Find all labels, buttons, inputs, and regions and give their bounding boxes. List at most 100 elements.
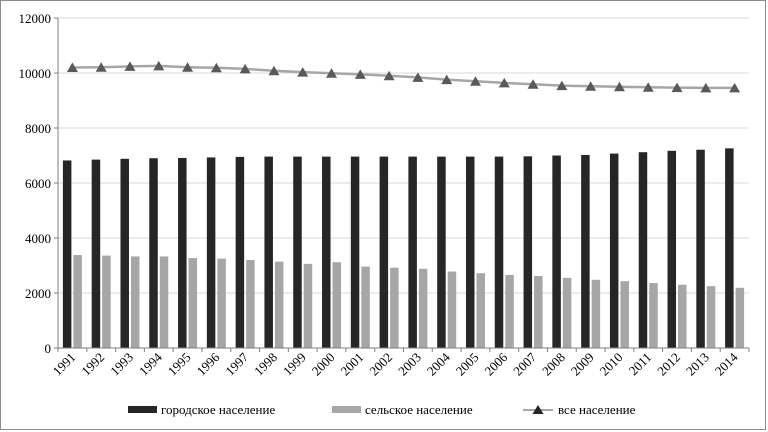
total-point [700, 82, 712, 93]
bar-urban [149, 158, 158, 348]
x-tick-label: 2007 [510, 349, 539, 378]
total-point [182, 62, 194, 72]
bar-urban [609, 153, 619, 348]
total-point [210, 62, 222, 73]
bar-urban [408, 156, 417, 348]
bar-urban [437, 156, 446, 348]
total-point [498, 77, 510, 88]
x-tick-label: 1997 [222, 349, 251, 378]
bar-urban [206, 157, 216, 348]
bar-rural [706, 286, 716, 348]
x-tick-label: 1999 [280, 350, 309, 379]
bar-urban [235, 156, 245, 348]
bar-urban [494, 156, 504, 348]
x-tick-label: 1995 [165, 350, 194, 379]
x-tick-label: 2002 [366, 350, 395, 379]
x-tick-label: 1996 [193, 349, 222, 378]
bar-urban [667, 150, 677, 348]
total-point [297, 67, 309, 77]
bar-urban [322, 156, 331, 348]
bar-rural [361, 266, 370, 348]
total-point [326, 68, 338, 78]
total-point [585, 81, 597, 91]
bar-urban [178, 157, 187, 348]
legend-label-urban: городское население [161, 402, 275, 417]
bar-rural [159, 256, 169, 348]
bar-urban [523, 156, 533, 348]
total-point [642, 82, 654, 92]
x-tick-label: 2000 [309, 350, 338, 379]
x-tick-label: 2013 [683, 350, 712, 379]
bar-rural [562, 277, 572, 348]
total-point [613, 81, 625, 92]
total-series-line [72, 64, 735, 90]
x-tick-label: 2008 [539, 350, 568, 379]
bar-rural [332, 262, 342, 348]
y-tick-label: 2000 [25, 286, 51, 301]
bar-rural [447, 271, 457, 348]
bar-urban [638, 152, 648, 348]
x-tick-label: 2010 [597, 350, 626, 379]
x-tick-label: 2003 [395, 350, 424, 379]
bar-urban [581, 154, 590, 348]
total-point [95, 62, 107, 72]
bars [62, 148, 745, 348]
gridlines [58, 17, 749, 349]
bar-urban [293, 156, 302, 348]
y-tick-label: 10000 [19, 66, 52, 81]
x-tick-label: 2004 [424, 349, 453, 378]
bar-rural [188, 258, 198, 348]
y-tick-label: 12000 [19, 11, 52, 26]
bar-urban [552, 155, 561, 348]
legend-swatch-urban [128, 406, 157, 413]
bar-rural [102, 255, 111, 348]
total-point [268, 65, 280, 76]
total-line [66, 60, 741, 93]
total-point [671, 82, 683, 93]
bar-rural [649, 283, 658, 348]
bar-urban [62, 160, 72, 348]
y-axis: 0 2000 4000 6000 8000 10000 12000 [19, 11, 59, 356]
total-point [556, 80, 568, 91]
total-point [527, 79, 539, 89]
bar-urban [264, 156, 273, 348]
total-point [124, 61, 136, 71]
total-point [412, 72, 424, 82]
bar-rural [390, 267, 399, 348]
y-tick-label: 0 [45, 341, 52, 356]
bar-rural [591, 279, 601, 348]
y-tick-label: 4000 [25, 231, 51, 246]
bar-rural [303, 263, 313, 348]
x-tick-label: 2012 [654, 350, 683, 379]
total-point [354, 69, 366, 79]
x-tick-label: 1992 [78, 350, 107, 379]
x-tick-label: 1993 [107, 350, 136, 379]
legend: городское население сельское население в… [128, 402, 636, 417]
bar-rural [130, 256, 140, 348]
bar-rural [418, 268, 428, 348]
bar-rural [505, 274, 514, 348]
bar-urban [120, 158, 129, 348]
total-point [729, 82, 741, 93]
legend-label-rural: сельское население [365, 402, 473, 417]
bar-urban [379, 156, 389, 348]
y-tick-label: 6000 [25, 176, 51, 191]
x-tick-label: 2011 [626, 350, 655, 379]
legend-swatch-rural [332, 406, 361, 413]
x-tick-label: 2009 [568, 350, 597, 379]
x-tick-label: 2001 [337, 350, 366, 379]
bar-urban [725, 148, 734, 348]
bar-urban [696, 149, 705, 348]
x-axis: 1991 1992 1993 1994 1995 1996 1997 1998 1999 2000… [50, 347, 750, 379]
bar-rural [246, 260, 255, 348]
total-point [239, 63, 251, 74]
total-point [383, 70, 395, 81]
bar-rural [735, 287, 745, 348]
legend-label-total: все население [558, 402, 636, 417]
bar-urban [350, 156, 360, 348]
x-tick-label: 2006 [481, 349, 510, 378]
bar-rural [217, 258, 226, 348]
total-point [153, 60, 165, 71]
